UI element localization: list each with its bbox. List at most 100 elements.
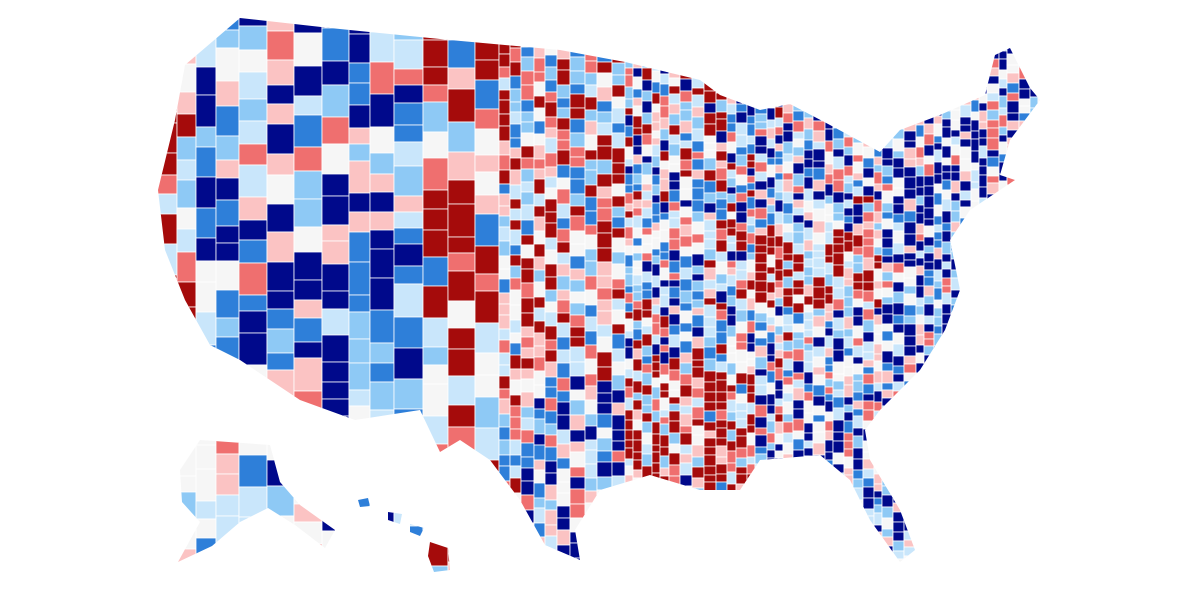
county — [1037, 301, 1040, 310]
county — [632, 46, 643, 59]
county — [978, 304, 988, 315]
county — [596, 392, 613, 404]
county — [862, 195, 875, 204]
county — [596, 261, 613, 277]
county — [970, 99, 980, 113]
county — [782, 340, 794, 352]
county — [611, 486, 626, 501]
county — [632, 199, 643, 209]
county — [715, 309, 728, 321]
county — [691, 158, 705, 171]
county — [393, 68, 424, 86]
county — [715, 92, 728, 101]
county — [668, 547, 681, 559]
county — [862, 211, 875, 223]
county — [624, 538, 634, 550]
county — [735, 427, 748, 437]
county — [843, 517, 854, 528]
county — [959, 227, 972, 239]
county — [520, 536, 535, 548]
county — [544, 397, 558, 412]
county — [941, 548, 952, 561]
county — [611, 24, 626, 41]
county — [986, 51, 1000, 60]
county — [1037, 325, 1040, 336]
county — [1037, 446, 1040, 459]
county — [641, 325, 653, 335]
county — [632, 508, 643, 517]
county — [624, 254, 634, 268]
county — [422, 84, 449, 103]
county — [659, 315, 670, 329]
county — [766, 107, 776, 121]
county — [903, 65, 917, 77]
county — [998, 264, 1008, 273]
county — [369, 173, 395, 193]
county — [774, 59, 784, 71]
county — [881, 444, 894, 455]
county — [369, 381, 395, 411]
county — [703, 180, 717, 194]
county — [715, 409, 728, 421]
county — [960, 576, 971, 584]
county — [950, 319, 961, 330]
county — [852, 41, 864, 52]
county — [393, 84, 424, 104]
county — [293, 567, 323, 572]
county — [624, 21, 634, 32]
county — [556, 97, 571, 109]
county — [941, 536, 952, 550]
county — [509, 342, 522, 356]
county — [852, 315, 864, 327]
county — [782, 369, 794, 378]
county — [1018, 553, 1031, 567]
county — [1029, 187, 1039, 196]
county — [726, 81, 737, 95]
county — [632, 469, 643, 479]
county — [812, 431, 826, 444]
county — [832, 440, 845, 454]
county — [892, 558, 905, 571]
county — [923, 323, 935, 333]
county — [679, 526, 693, 536]
county — [679, 246, 693, 257]
county — [668, 324, 681, 336]
county — [766, 292, 776, 301]
county — [651, 297, 661, 306]
county — [746, 342, 756, 353]
county — [679, 432, 693, 446]
county — [641, 227, 653, 236]
county — [1037, 565, 1040, 572]
county — [393, 283, 424, 318]
county — [195, 281, 217, 313]
county — [792, 18, 805, 23]
county — [1006, 240, 1020, 251]
county — [832, 236, 845, 245]
county — [651, 92, 661, 105]
county — [195, 35, 217, 68]
county — [691, 211, 705, 223]
county — [641, 333, 653, 347]
county — [774, 457, 784, 466]
county — [1018, 98, 1031, 107]
county — [544, 361, 558, 378]
county — [959, 325, 972, 337]
county — [892, 262, 905, 274]
county — [766, 176, 776, 189]
county — [1018, 57, 1031, 68]
county — [873, 133, 883, 147]
county — [824, 19, 834, 32]
county — [1029, 254, 1039, 268]
county — [766, 18, 776, 20]
county — [892, 195, 905, 205]
county — [659, 178, 670, 192]
county — [632, 515, 643, 528]
county — [726, 391, 737, 401]
county — [941, 81, 952, 91]
county — [659, 21, 670, 34]
county — [933, 247, 943, 260]
county — [892, 373, 905, 383]
county — [569, 83, 586, 95]
county — [509, 169, 522, 186]
county — [348, 231, 371, 263]
